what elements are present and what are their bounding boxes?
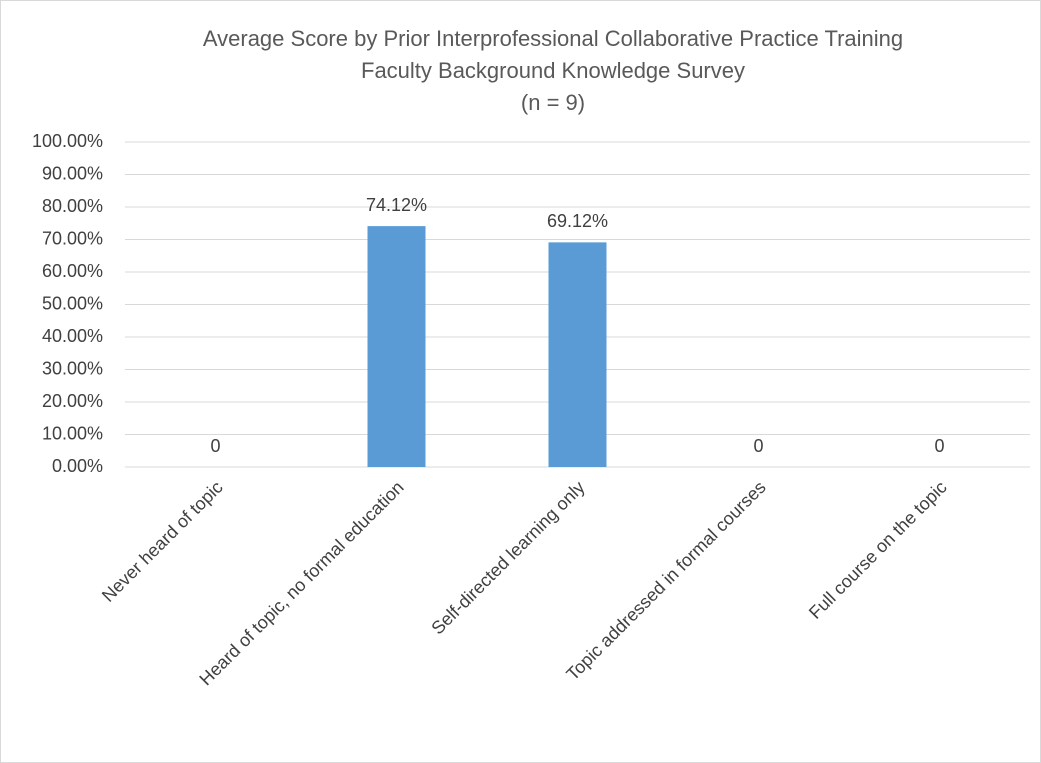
- value-label: 0: [210, 436, 220, 456]
- y-tick-label: 80.00%: [42, 196, 103, 216]
- y-tick-label: 20.00%: [42, 391, 103, 411]
- y-tick-label: 30.00%: [42, 358, 103, 378]
- y-tick-label: 10.00%: [42, 423, 103, 443]
- y-tick-label: 100.00%: [32, 131, 103, 151]
- chart-title: Faculty Background Knowledge Survey: [361, 58, 745, 83]
- value-label: 0: [934, 436, 944, 456]
- y-tick-label: 40.00%: [42, 326, 103, 346]
- chart-title: Average Score by Prior Interprofessional…: [203, 26, 903, 51]
- y-tick-label: 90.00%: [42, 163, 103, 183]
- y-tick-label: 70.00%: [42, 228, 103, 248]
- y-tick-label: 0.00%: [52, 456, 103, 476]
- value-label: 74.12%: [366, 195, 427, 215]
- value-label: 0: [753, 436, 763, 456]
- value-label: 69.12%: [547, 211, 608, 231]
- bar: [367, 226, 426, 467]
- y-tick-label: 60.00%: [42, 261, 103, 281]
- chart-title: (n = 9): [521, 90, 585, 115]
- y-tick-label: 50.00%: [42, 293, 103, 313]
- bar: [548, 242, 607, 467]
